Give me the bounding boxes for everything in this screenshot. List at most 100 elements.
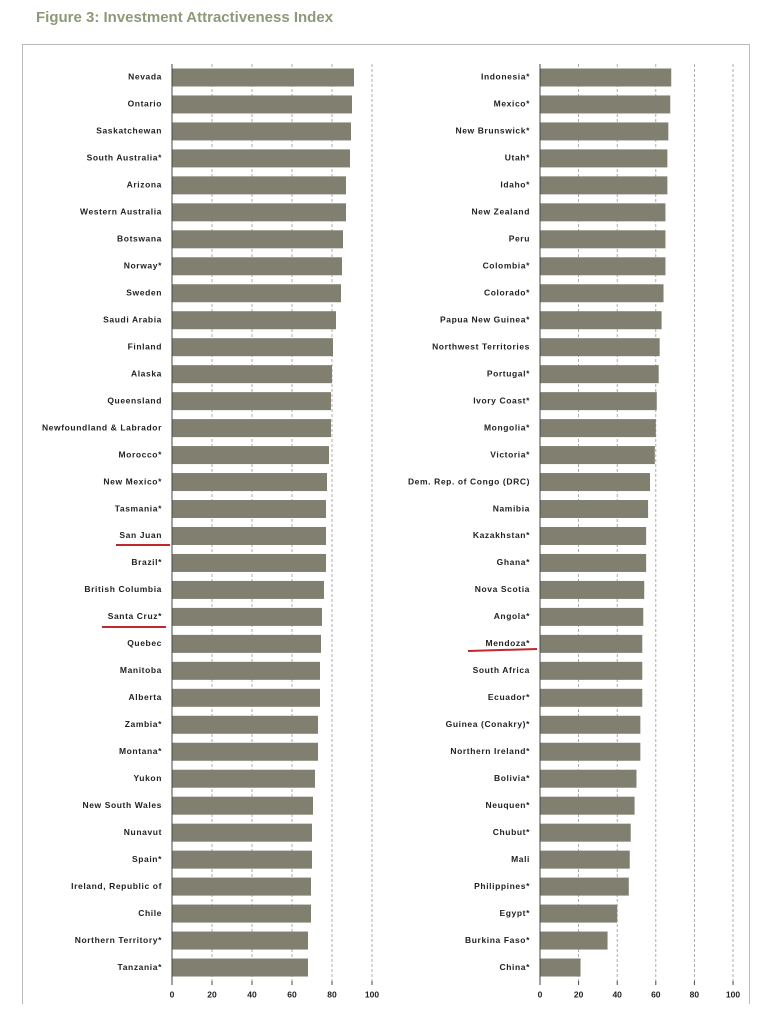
x-tick-label: 0 [538,989,543,999]
bar [540,634,643,653]
category-label: Nevada [128,72,162,82]
category-label: Yukon [133,773,162,783]
bar [540,904,618,923]
bar [540,473,651,492]
bar [172,688,320,707]
bar [172,904,311,923]
bar [540,553,647,572]
bar [540,230,666,249]
category-label: Western Australia [80,207,162,217]
category-label: Ivory Coast* [473,395,530,405]
bar [172,203,346,222]
bar [540,715,641,734]
bar [172,95,352,114]
bar [172,257,342,276]
category-label: Santa Cruz* [108,611,162,621]
category-label: Nunavut [124,827,162,837]
frame [22,44,750,1009]
bar [540,419,656,438]
category-label: Papua New Guinea* [440,314,530,324]
bar [540,526,647,545]
bar [172,661,320,680]
category-label: South Africa [473,665,530,675]
bar [540,311,662,330]
bar [172,769,315,788]
category-label: Kazakhstan* [473,530,530,540]
bar [540,365,659,384]
category-label: Utah* [505,153,530,163]
category-label: Philippines* [474,881,530,891]
bar [540,122,669,141]
bar [172,230,343,249]
category-label: Indonesia* [481,72,530,82]
bar [172,634,321,653]
category-label: Chubut* [493,827,530,837]
bar [172,284,341,303]
category-label: Morocco* [118,449,162,459]
bar [172,796,313,815]
bar [540,149,668,168]
category-label: Manitoba [120,665,162,675]
bar [172,446,329,465]
bar [540,958,581,977]
category-label: Botswana [117,234,162,244]
bar [540,877,629,896]
bar [540,338,660,357]
category-label: Dem. Rep. of Congo (DRC) [408,476,530,486]
bar [172,931,308,950]
figure-title: Figure 3: Investment Attractiveness Inde… [36,9,334,26]
bar [172,68,354,87]
category-label: New South Wales [82,800,162,810]
bar [540,392,657,411]
x-tick-label: 0 [170,989,175,999]
category-label: South Australia* [87,153,162,163]
category-label: Egypt* [499,908,530,918]
bar [172,742,318,761]
x-tick-label: 60 [651,989,661,999]
x-tick-label: 100 [365,989,379,999]
bar [540,176,668,195]
bar [172,958,308,977]
category-label: Ghana* [497,557,530,567]
bar [172,553,326,572]
bar [540,607,644,626]
category-label: Colorado* [484,288,530,298]
bar [172,122,351,141]
category-label: Neuquen* [486,800,531,810]
bar [540,446,655,465]
bar [540,500,649,519]
category-label: Chile [138,908,162,918]
category-label: Newfoundland & Labrador [42,422,162,432]
bar [540,688,643,707]
category-label: Colombia* [483,261,531,271]
bar [540,796,635,815]
bar [172,580,324,599]
category-label: New Mexico* [103,476,162,486]
bar [172,149,350,168]
category-label: San Juan [119,530,162,540]
category-label: Mexico* [494,99,530,109]
category-label: China* [499,962,530,972]
category-label: Portugal* [487,368,530,378]
highlight-underline [467,648,538,652]
category-label: Brazil* [131,557,162,567]
bar [172,877,311,896]
category-label: Quebec [127,638,162,648]
bar [172,607,322,626]
category-label: Alberta [129,692,163,702]
category-label: Nova Scotia [475,584,530,594]
category-label: Ireland, Republic of [71,881,162,891]
category-label: Arizona [127,180,162,190]
category-label: Saskatchewan [96,126,162,136]
category-label: Sweden [126,288,162,298]
category-label: Northwest Territories [432,341,530,351]
category-label: Mendoza* [486,638,531,648]
bar [172,365,332,384]
bar [540,95,671,114]
x-tick-label: 80 [327,989,337,999]
category-label: Angola* [494,611,530,621]
category-label: Burkina Faso* [465,935,530,945]
category-label: Ecuador* [488,692,530,702]
bar [172,419,331,438]
x-tick-label: 40 [247,989,257,999]
